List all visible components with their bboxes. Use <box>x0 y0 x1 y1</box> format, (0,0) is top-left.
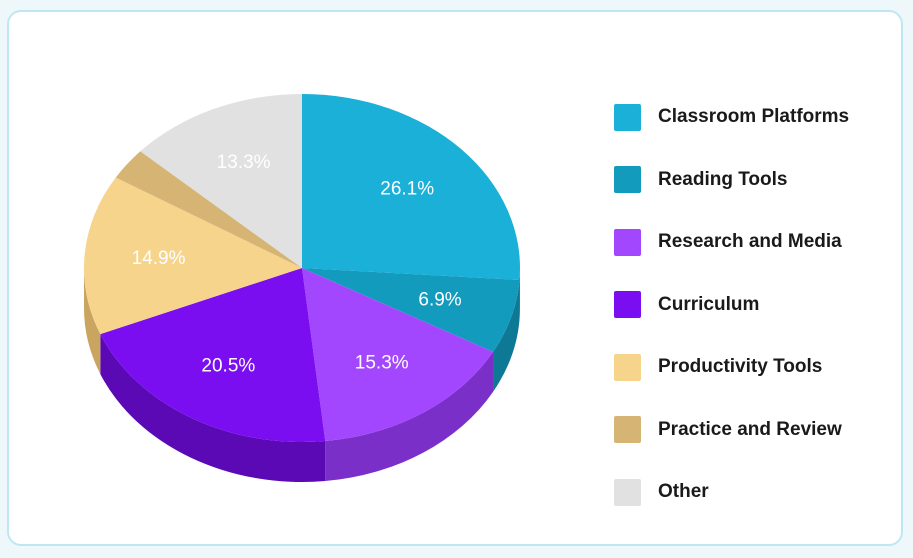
pie-slice-1[interactable] <box>302 94 520 281</box>
legend-label: Productivity Tools <box>658 356 823 378</box>
pie-side-5 <box>84 268 101 375</box>
legend-item-7[interactable]: Other <box>614 461 849 524</box>
pie-slice-4[interactable] <box>100 268 326 442</box>
pie-slice-2[interactable] <box>302 268 520 352</box>
legend-item-4[interactable]: Curriculum <box>614 274 849 337</box>
pie-slice-3[interactable] <box>302 268 494 442</box>
legend-label: Reading Tools <box>658 168 788 190</box>
legend-item-6[interactable]: Practice and Review <box>614 399 849 462</box>
slice-label-4: 20.5% <box>201 356 255 377</box>
legend-label: Classroom Platforms <box>658 106 850 128</box>
slice-label-5: 14.9% <box>132 248 186 269</box>
slice-label-1: 26.1% <box>380 179 434 200</box>
legend-swatch <box>614 416 641 444</box>
chart-card: 26.1% 6.9% 15.3% 20.5% 14.9% 13.3% Classroom … <box>7 10 903 546</box>
legend-label: Practice and Review <box>658 418 842 440</box>
legend-swatch <box>614 166 641 194</box>
slice-label-3: 15.3% <box>355 353 409 374</box>
pie-slice-5[interactable] <box>83 177 303 335</box>
legend-swatch <box>614 228 641 256</box>
legend-label: Curriculum <box>658 293 760 315</box>
slice-label-7: 13.3% <box>217 152 271 173</box>
legend-swatch <box>614 478 641 506</box>
pie-slice-7[interactable] <box>140 94 302 268</box>
legend-item-3[interactable]: Research and Media <box>614 211 849 274</box>
legend-item-1[interactable]: Classroom Platforms <box>614 86 849 149</box>
pie-slice-6[interactable] <box>115 151 302 268</box>
legend-swatch <box>614 291 641 319</box>
pie-side-3 <box>325 351 494 482</box>
legend-item-2[interactable]: Reading Tools <box>614 149 849 212</box>
pie-side-2 <box>493 280 520 392</box>
slice-label-2: 6.9% <box>418 289 461 310</box>
legend: Classroom Platforms Reading Tools Research… <box>614 86 849 524</box>
legend-label: Other <box>658 481 709 503</box>
pie-side-1 <box>519 268 520 321</box>
legend-swatch <box>614 103 641 131</box>
legend-swatch <box>614 353 641 381</box>
pie-side-4 <box>100 334 326 482</box>
legend-item-5[interactable]: Productivity Tools <box>614 336 849 399</box>
pie-chart: 26.1% 6.9% 15.3% 20.5% 14.9% 13.3% <box>83 94 520 482</box>
legend-label: Research and Media <box>658 231 842 253</box>
